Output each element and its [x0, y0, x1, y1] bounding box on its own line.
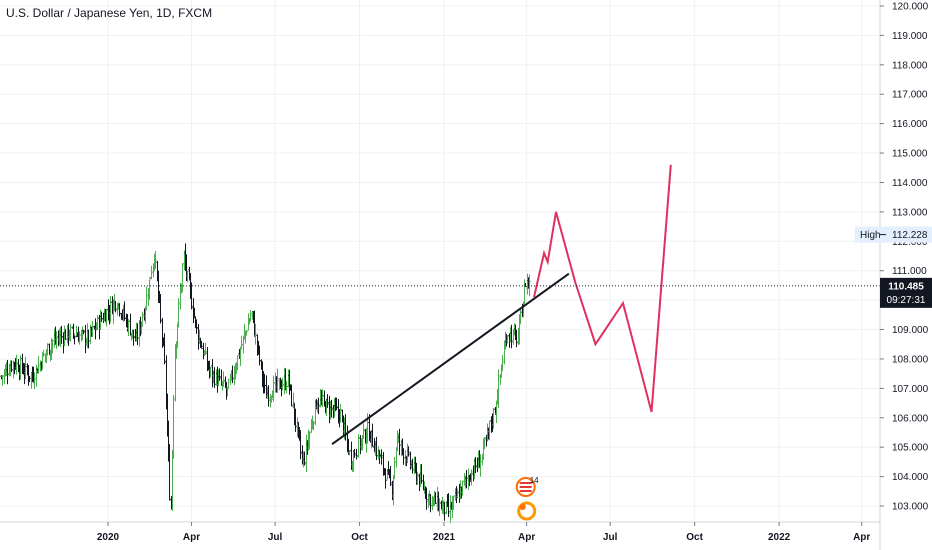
event-badges[interactable]: 14	[515, 476, 539, 521]
price-axis-label: 117.000	[892, 90, 928, 101]
price-axis[interactable]: 120.000 119.000 118.000 117.000 116.000 115.0…	[879, 0, 929, 550]
time-axis[interactable]: 2020 Apr Jul Oct 2021 Apr Jul Oct 2022 Apr	[0, 521, 880, 543]
price-axis-label: 107.000	[892, 384, 929, 395]
trendline[interactable]	[331, 272, 570, 446]
event-count: 14	[530, 476, 539, 485]
time-axis-label: 2020	[97, 532, 120, 543]
last-price-value: 110.485	[888, 281, 924, 292]
price-axis-label: 103.000	[892, 502, 929, 513]
bar-countdown: 09:27:31	[887, 295, 926, 306]
symbol-title: U.S. Dollar / Japanese Yen, 1D, FXCM	[6, 6, 213, 20]
price-axis-label: 118.000	[892, 60, 928, 71]
earnings-badge[interactable]	[517, 501, 537, 521]
time-axis-label: Apr	[853, 532, 870, 543]
flag-stripe	[519, 482, 532, 484]
price-axis-label: 114.000	[892, 178, 928, 189]
projection-drawing[interactable]	[533, 164, 672, 413]
time-axis-label: 2022	[768, 532, 791, 543]
price-axis-label: 120.000	[892, 2, 929, 13]
time-axis-label: Jul	[268, 532, 283, 543]
last-price-tag-bg	[880, 277, 932, 308]
time-axis-label: Oct	[686, 532, 703, 543]
projection-path[interactable]	[533, 164, 672, 413]
trendline-drawing[interactable]	[331, 272, 570, 446]
price-axis-label: 119.000	[892, 31, 928, 42]
flag-stripe	[519, 486, 532, 488]
high-tag-value: 112.228	[892, 230, 928, 241]
time-axis-label: Oct	[351, 532, 368, 543]
price-axis-label: 106.000	[892, 413, 929, 424]
time-axis-label: Jul	[603, 532, 618, 543]
time-axis-label: 2021	[433, 532, 456, 543]
badge-dot	[519, 504, 526, 510]
high-tag-label: High	[860, 230, 881, 241]
price-axis-label: 116.000	[892, 119, 928, 130]
candlestick-series	[0, 243, 531, 524]
time-axis-label: Apr	[518, 532, 535, 543]
price-axis-label: 108.000	[892, 354, 929, 365]
price-axis-label: 109.000	[892, 325, 929, 336]
time-axis-label: Apr	[183, 532, 200, 543]
price-axis-label: 105.000	[892, 443, 929, 454]
price-axis-label: 113.000	[892, 207, 928, 218]
price-axis-label: 111.000	[892, 266, 927, 277]
price-axis-label: 115.000	[892, 149, 928, 160]
high-tag-bg	[855, 226, 932, 243]
price-axis-label: 104.000	[892, 472, 929, 483]
flag-stripe	[519, 490, 532, 492]
axis-tags: High 112.228 110.485 09:27:31	[855, 226, 932, 308]
chart-grid	[0, 0, 880, 522]
economic-event-badge[interactable]: 14	[515, 476, 539, 497]
